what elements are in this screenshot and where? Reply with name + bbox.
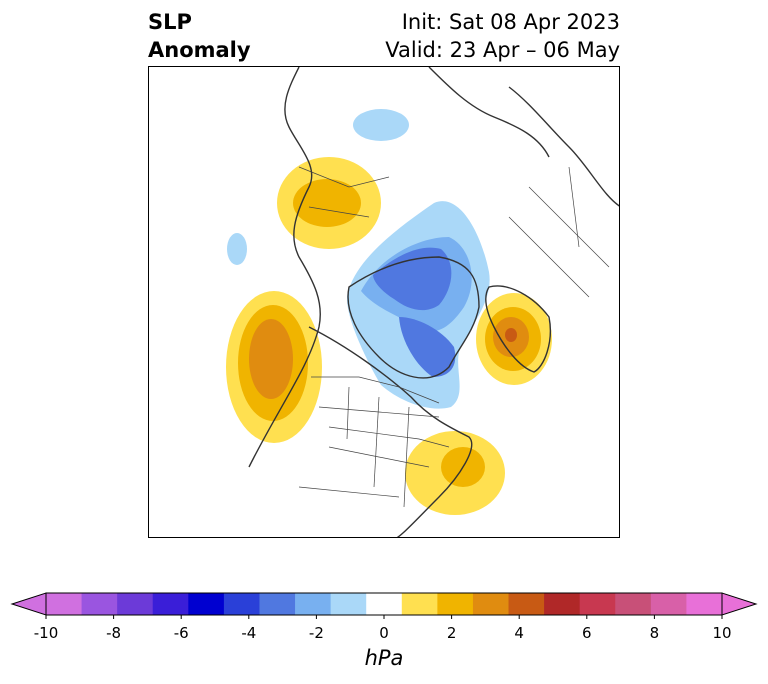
colorbar-cell — [152, 593, 189, 615]
positive-anomaly-atlantic — [405, 431, 505, 515]
colorbar-cell — [472, 593, 510, 615]
colorbar-extend-min — [10, 592, 47, 616]
colorbar-cell — [579, 593, 616, 615]
date-info: Init: Sat 08 Apr 2023 Valid: 23 Apr – 06… — [385, 8, 620, 64]
coastlines — [248, 67, 619, 537]
colorbar-cell — [259, 593, 296, 615]
title-line-2: Anomaly — [148, 38, 251, 62]
colorbar-cell — [223, 593, 260, 615]
colorbar-tick-label: 10 — [712, 624, 732, 642]
colorbar-cell — [188, 593, 225, 615]
colorbar-cell — [366, 593, 403, 615]
valid-date-range: Valid: 23 Apr – 06 May — [385, 38, 620, 62]
colorbar-tick-label: -8 — [106, 624, 122, 642]
init-date: Init: Sat 08 Apr 2023 — [401, 10, 620, 34]
map-title: SLP Anomaly — [148, 8, 251, 64]
political-borders — [298, 166, 610, 508]
colorbar-cells — [10, 592, 758, 619]
colorbar-tick-label: 6 — [582, 624, 592, 642]
colorbar-extend-max — [721, 592, 758, 616]
colorbar-tick-label: -6 — [173, 624, 189, 642]
title-line-1: SLP — [148, 10, 192, 34]
colorbar-tick-label: 0 — [379, 624, 389, 642]
colorbar-cell — [650, 593, 687, 615]
colorbar-cell — [295, 593, 332, 615]
colorbar-cell — [544, 593, 581, 615]
colorbar-cell — [686, 593, 723, 615]
colorbar-tick-label: -4 — [241, 624, 257, 642]
anomaly-map — [148, 66, 620, 538]
colorbar-cell — [615, 593, 652, 615]
colorbar-tick-label: 8 — [649, 624, 660, 642]
colorbar — [10, 592, 758, 619]
colorbar-cell — [330, 593, 367, 615]
positive-anomaly-russia — [277, 157, 381, 249]
map-canvas — [226, 67, 619, 537]
colorbar-cell — [401, 593, 438, 615]
colorbar-tick-label: -10 — [33, 624, 59, 642]
colorbar-tick-label: 2 — [446, 624, 457, 642]
colorbar-tick-label: 4 — [514, 624, 524, 642]
colorbar-cell — [508, 593, 545, 615]
colorbar-tick-label: -2 — [308, 624, 324, 642]
colorbar-cell — [81, 593, 118, 615]
colorbar-units: hPa — [364, 646, 404, 670]
colorbar-cell — [117, 593, 154, 615]
colorbar-cell — [437, 593, 474, 615]
colorbar-cell — [46, 593, 83, 615]
negative-anomaly-arctic — [227, 109, 490, 409]
positive-anomaly-baffin — [476, 293, 552, 385]
